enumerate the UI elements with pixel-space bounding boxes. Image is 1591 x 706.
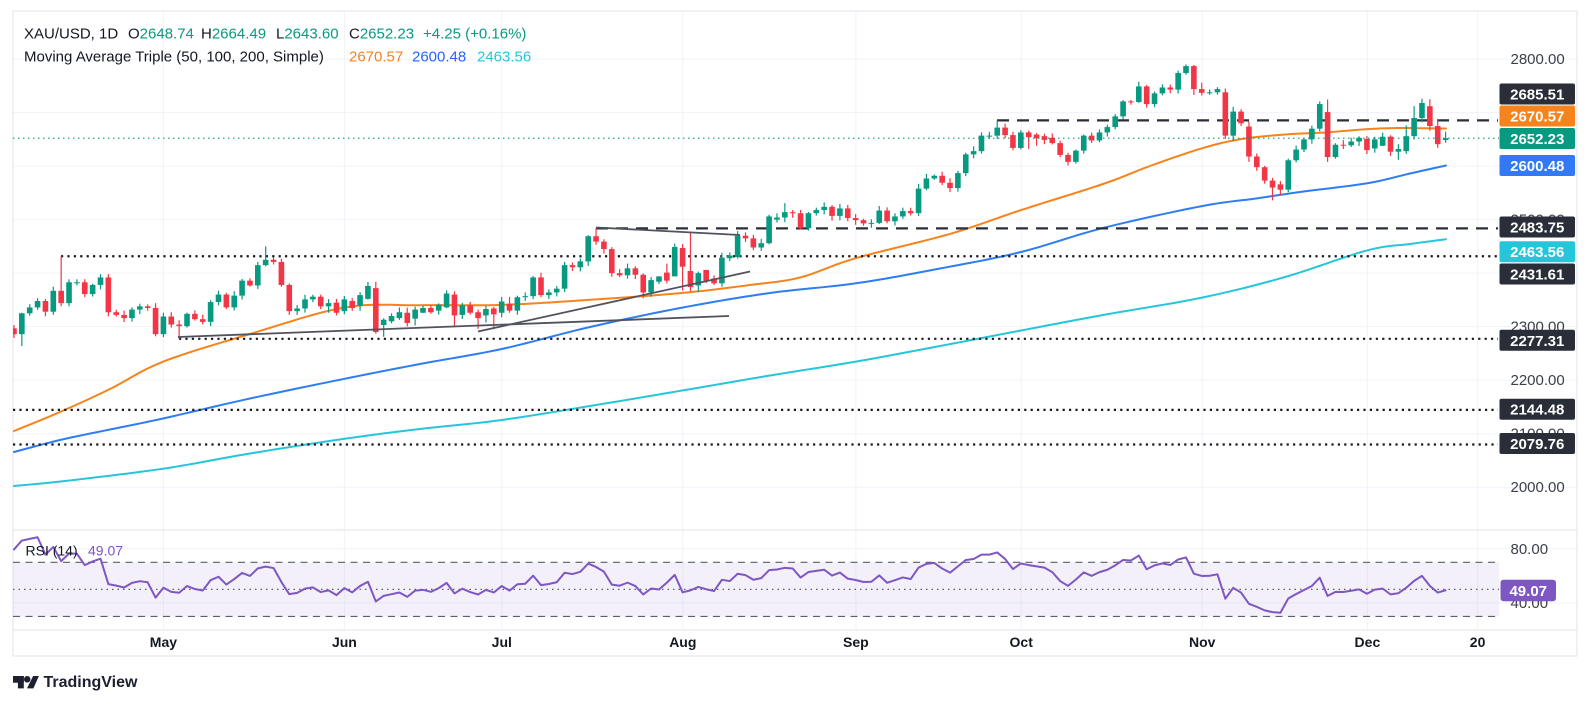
svg-text:TradingView: TradingView	[44, 674, 139, 691]
svg-text:49.07: 49.07	[1509, 583, 1547, 600]
svg-text:H2664.49: H2664.49	[201, 26, 266, 43]
svg-text:2463.56: 2463.56	[477, 49, 531, 66]
svg-text:80.00: 80.00	[1511, 541, 1549, 558]
svg-text:L2643.60: L2643.60	[276, 26, 339, 43]
svg-text:2800.00: 2800.00	[1511, 51, 1565, 68]
svg-text:2431.61: 2431.61	[1510, 267, 1564, 284]
svg-text:2600.48: 2600.48	[412, 49, 466, 66]
svg-text:2144.48: 2144.48	[1510, 402, 1564, 419]
svg-text:2483.75: 2483.75	[1510, 220, 1564, 237]
svg-text:Dec: Dec	[1355, 634, 1381, 650]
svg-text:Sep: Sep	[843, 634, 869, 650]
svg-text:2200.00: 2200.00	[1511, 372, 1565, 389]
svg-text:2685.51: 2685.51	[1510, 87, 1564, 104]
svg-text:May: May	[150, 634, 177, 650]
svg-text:+4.25 (+0.16%): +4.25 (+0.16%)	[423, 26, 526, 43]
svg-text:20: 20	[1470, 634, 1486, 650]
svg-text:2600.48: 2600.48	[1510, 158, 1564, 175]
svg-text:2463.56: 2463.56	[1510, 244, 1564, 261]
svg-text:Jul: Jul	[492, 634, 512, 650]
svg-text:2670.57: 2670.57	[349, 49, 403, 66]
svg-text:2670.57: 2670.57	[1510, 109, 1564, 126]
svg-text:2079.76: 2079.76	[1510, 436, 1564, 453]
svg-text:2652.23: 2652.23	[1510, 131, 1564, 148]
svg-text:Moving Average Triple (50, 100: Moving Average Triple (50, 100, 200, Sim…	[24, 49, 324, 66]
svg-text:O2648.74: O2648.74	[128, 26, 194, 43]
svg-text:C2652.23: C2652.23	[349, 26, 414, 43]
svg-text:Nov: Nov	[1189, 634, 1216, 650]
svg-text:Aug: Aug	[669, 634, 696, 650]
svg-text:RSI (14): RSI (14)	[26, 543, 78, 559]
svg-text:XAU/USD, 1D: XAU/USD, 1D	[24, 26, 118, 43]
svg-text:Jun: Jun	[332, 634, 357, 650]
svg-text:2277.31: 2277.31	[1510, 333, 1564, 350]
svg-text:49.07: 49.07	[88, 543, 123, 559]
svg-text:Oct: Oct	[1010, 634, 1034, 650]
svg-text:2000.00: 2000.00	[1511, 479, 1565, 496]
